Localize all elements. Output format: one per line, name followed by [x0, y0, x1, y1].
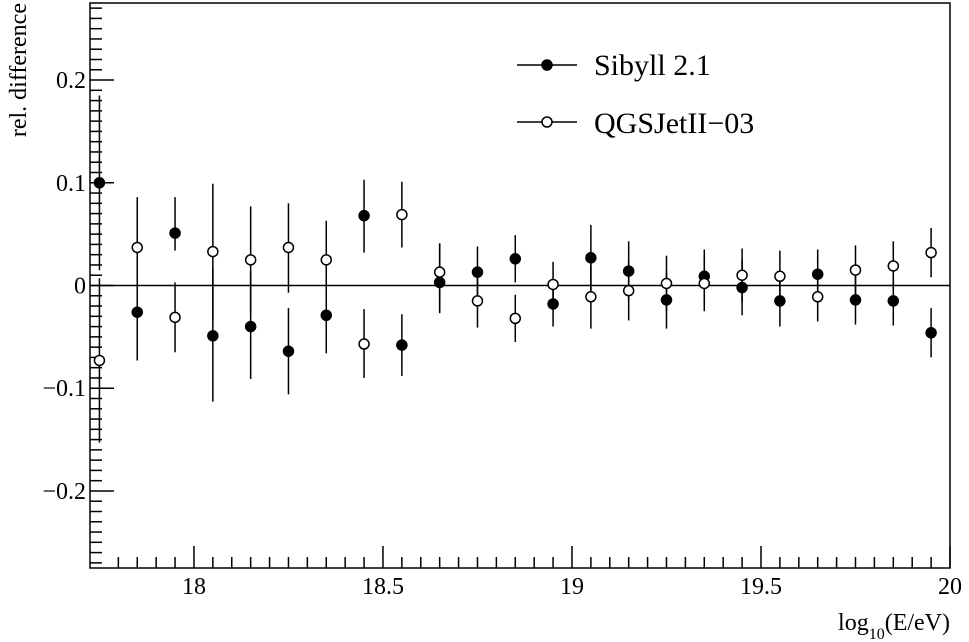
- data-point: [131, 306, 144, 318]
- data-point: [849, 294, 862, 306]
- data-point: [925, 327, 937, 339]
- x-axis-title: log10(E/eV): [838, 610, 950, 642]
- axis-tick-labels: 18 18.5 19 19.5 20 −0.2 −0.1 0 0.1 0.2: [42, 68, 962, 600]
- y-axis-title: rel. difference: [6, 3, 32, 137]
- data-point: [887, 295, 900, 307]
- data-point: [396, 208, 408, 221]
- x-tick-label: 19.5: [740, 574, 782, 600]
- x-tick-label: 20: [938, 574, 962, 600]
- data-point: [358, 209, 370, 222]
- data-point: [660, 277, 673, 290]
- series-qgsjet: [93, 181, 937, 443]
- axis-ticks: [90, 7, 951, 568]
- legend-marker-sibyll: [541, 59, 553, 71]
- data-point: [509, 253, 522, 265]
- legend-label-sibyll: Sibyll 2.1: [594, 49, 711, 82]
- data-point: [358, 338, 370, 350]
- y-tick-label: −0.2: [42, 479, 86, 505]
- x-tick-label: 18.5: [362, 574, 404, 600]
- data-point: [207, 330, 219, 342]
- data-point: [774, 270, 786, 283]
- data-point: [244, 320, 257, 333]
- data-point: [282, 241, 295, 254]
- legend-marker-qgsjet: [541, 116, 553, 128]
- y-tick-label: 0.2: [56, 68, 86, 94]
- data-point: [811, 291, 824, 303]
- legend-label-qgsjet: QGSJetII−03: [594, 107, 754, 140]
- data-point: [320, 309, 333, 322]
- data-point: [282, 345, 295, 357]
- data-point: [547, 278, 559, 291]
- data-point: [925, 246, 937, 259]
- data-point: [698, 277, 711, 290]
- x-tick-label: 18: [182, 574, 206, 600]
- data-series: [93, 95, 937, 443]
- data-point: [433, 266, 446, 278]
- data-point: [320, 254, 333, 266]
- series-sibyll: [93, 95, 937, 402]
- data-point: [396, 339, 408, 351]
- data-point: [736, 269, 748, 281]
- y-tick-label: 0: [74, 274, 86, 300]
- legend: Sibyll 2.1 QGSJetII−03: [517, 49, 754, 140]
- y-tick-label: −0.1: [42, 376, 86, 402]
- x-tick-label: 19: [560, 574, 584, 600]
- data-point: [585, 291, 597, 303]
- data-point: [887, 260, 900, 272]
- data-point: [207, 245, 219, 258]
- data-point: [622, 284, 635, 297]
- data-point: [169, 311, 181, 324]
- data-point: [849, 264, 862, 276]
- y-tick-label: 0.1: [56, 171, 86, 197]
- data-point: [93, 354, 106, 367]
- data-point: [169, 227, 181, 239]
- data-point: [131, 241, 144, 254]
- data-point: [585, 252, 597, 264]
- data-point: [471, 295, 484, 307]
- data-point: [244, 254, 257, 266]
- data-point: [509, 312, 522, 325]
- data-point: [93, 177, 106, 189]
